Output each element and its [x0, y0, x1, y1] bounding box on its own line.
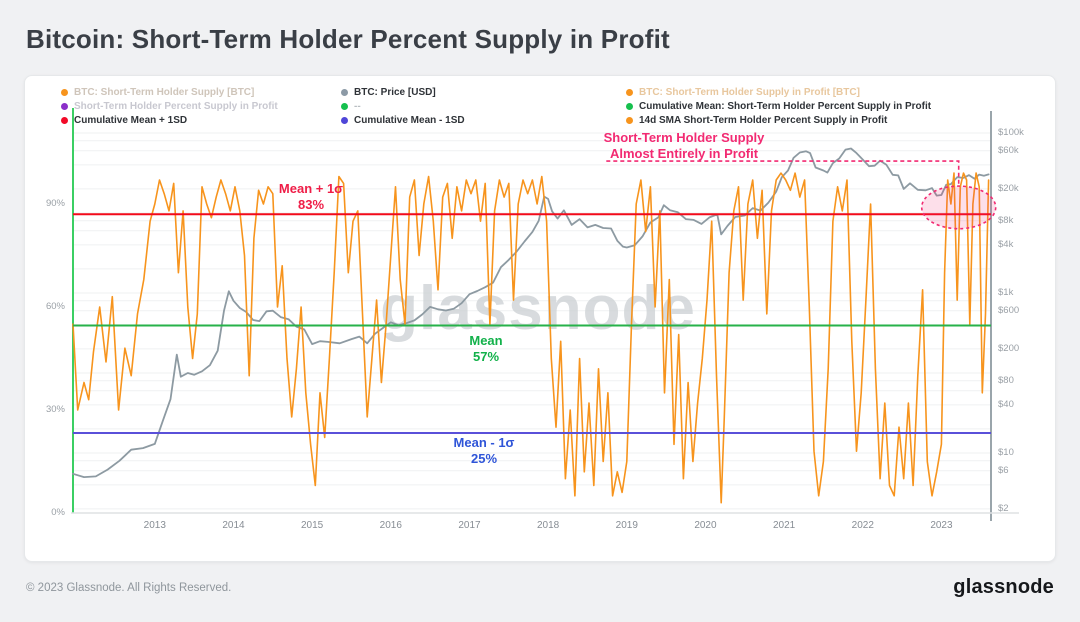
year-axis-tick: 2016 [379, 520, 402, 531]
legend-dot-icon [61, 89, 68, 96]
price-axis-tick: $60k [998, 144, 1019, 156]
year-axis-tick: 2022 [851, 520, 874, 531]
price-axis-tick: $100k [998, 127, 1024, 138]
legend-item[interactable]: Cumulative Mean - 1SD [341, 114, 465, 127]
percent-axis-tick: 30% [45, 404, 65, 415]
copyright-text: © 2023 Glassnode. All Rights Reserved. [26, 581, 232, 594]
percent-axis-tick: 0% [51, 507, 65, 518]
price-axis-tick: $200 [998, 342, 1020, 354]
price-axis-tick: $10 [998, 447, 1014, 458]
legend-item-label: Short-Term Holder Percent Supply in Prof… [74, 101, 278, 112]
year-axis-tick: 2020 [694, 520, 717, 531]
legend-item-label: Cumulative Mean + 1SD [74, 115, 188, 126]
year-axis-tick: 2013 [143, 520, 166, 531]
legend-dot-icon [341, 89, 348, 96]
legend-item-label: Cumulative Mean: Short-Term Holder Perce… [639, 101, 932, 112]
legend-item[interactable]: BTC: Short-Term Holder Supply [BTC] [61, 86, 278, 99]
btc-price-line [72, 147, 990, 479]
plot-area[interactable]: glassnode Short-Term Holder Supply Almos… [71, 108, 1019, 521]
page-title: Bitcoin: Short-Term Holder Percent Suppl… [26, 24, 670, 54]
year-axis-tick: 2018 [537, 520, 560, 531]
legend-item[interactable]: -- [341, 100, 465, 113]
chart-card: BTC: Short-Term Holder Supply [BTC] Short… [24, 75, 1056, 562]
legend-item-label: -- [354, 101, 361, 112]
percent-axis-tick: 90% [45, 198, 65, 209]
year-axis-tick: 2015 [301, 520, 324, 531]
legend-dot-icon [626, 103, 633, 110]
year-axis-tick: 2023 [930, 520, 953, 531]
legend-item[interactable]: Cumulative Mean + 1SD [61, 114, 278, 127]
chart-canvas[interactable]: glassnode [71, 108, 1019, 521]
legend-item[interactable]: BTC: Price [USD] [341, 86, 465, 99]
legend-column: BTC: Short-Term Holder Supply in Profit … [626, 86, 931, 128]
price-axis-tick: $600 [998, 304, 1020, 316]
glassnode-logo: glassnode [953, 576, 1054, 598]
legend-dot-icon [61, 117, 68, 124]
legend-item-label: Cumulative Mean - 1SD [354, 115, 465, 126]
legend-item-label: 14d SMA Short-Term Holder Percent Supply… [639, 115, 888, 126]
footer: © 2023 Glassnode. All Rights Reserved. g… [0, 576, 1080, 599]
price-axis-tick: $20k [998, 182, 1019, 194]
price-axis-tick: $40 [998, 398, 1014, 410]
legend-item[interactable]: 14d SMA Short-Term Holder Percent Supply… [626, 114, 931, 127]
legend-dot-icon [341, 117, 348, 124]
sth-percent-supply-line [72, 172, 990, 504]
year-axis-tick: 2017 [458, 520, 481, 531]
price-axis-tick: $2 [998, 502, 1009, 514]
legend-dot-icon [626, 117, 633, 124]
annotation-callout-line [606, 160, 960, 187]
percent-axis-tick: 60% [45, 301, 65, 312]
legend-item-label: BTC: Short-Term Holder Supply [BTC] [74, 87, 255, 98]
price-axis-tick: $1k [998, 287, 1014, 298]
legend-item[interactable]: Cumulative Mean: Short-Term Holder Perce… [626, 100, 931, 113]
legend-dot-icon [626, 89, 633, 96]
legend-column: BTC: Short-Term Holder Supply [BTC] Short… [61, 86, 278, 128]
year-axis-tick: 2019 [615, 520, 638, 531]
legend-item-label: BTC: Short-Term Holder Supply in Profit … [639, 87, 860, 98]
price-axis-tick: $8k [998, 214, 1014, 226]
price-axis-tick: $6 [998, 464, 1009, 476]
legend-dot-icon [341, 103, 348, 110]
legend-column: BTC: Price [USD] -- Cumulative Mean - 1SD [341, 86, 465, 128]
legend-item[interactable]: BTC: Short-Term Holder Supply in Profit … [626, 86, 931, 99]
legend-item-label: BTC: Price [USD] [354, 87, 436, 98]
year-axis-tick: 2014 [222, 520, 245, 531]
legend-item[interactable]: Short-Term Holder Percent Supply in Prof… [61, 100, 278, 113]
highlight-ellipse [920, 185, 997, 230]
price-axis-tick: $80 [998, 374, 1014, 386]
price-axis-tick: $4k [998, 238, 1014, 250]
legend-dot-icon [61, 103, 68, 110]
year-axis-tick: 2021 [772, 520, 796, 531]
